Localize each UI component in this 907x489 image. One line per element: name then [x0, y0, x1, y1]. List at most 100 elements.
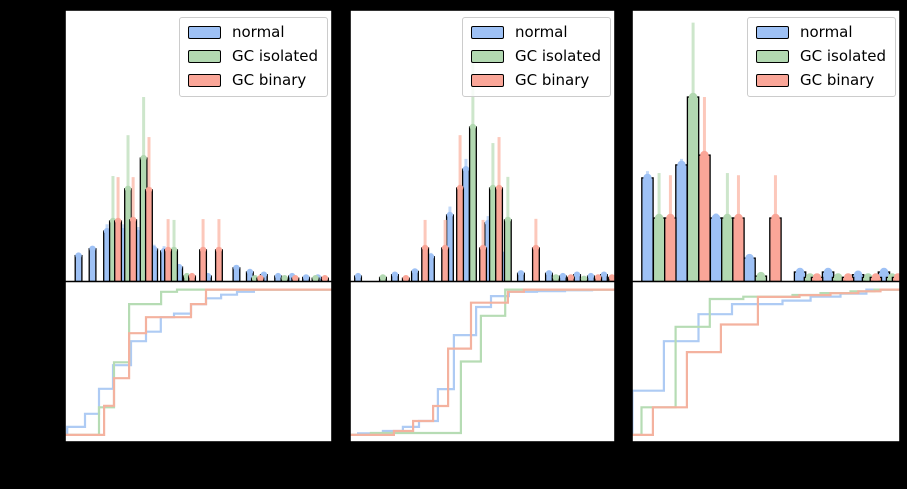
legend-label-gc-binary: GC binary: [231, 71, 307, 89]
legend-label-gc-isolated: GC isolated: [799, 47, 886, 65]
bar-cap-marker: [199, 246, 207, 254]
bar-cap-marker: [312, 275, 319, 282]
bar-cap-marker: [594, 274, 602, 281]
histogram-bars: [354, 59, 616, 282]
bar-cap-marker: [479, 244, 487, 252]
bar-GC-isolated: [652, 217, 666, 282]
axes-spines: [64, 9, 333, 443]
cdf-step-GC-binary: [631, 288, 901, 436]
bar-cap-marker: [643, 173, 652, 183]
bar-cap-marker: [421, 244, 429, 252]
bar-GC-binary: [698, 154, 711, 282]
legend: normal GC isolated GC binary: [746, 17, 896, 97]
bar-GC-binary: [129, 219, 138, 282]
bar-cap-marker: [75, 252, 82, 259]
bar-cap-marker: [145, 186, 153, 194]
legend-entry-gc-isolated: GC isolated: [187, 47, 318, 66]
legend-label-gc-isolated: GC isolated: [231, 47, 318, 65]
bar-cap-marker: [700, 150, 709, 160]
bar-cap-marker: [795, 267, 805, 277]
bar-cap-marker: [456, 184, 464, 192]
legend-swatch-gc-binary-icon: [755, 74, 789, 87]
bar-cap-marker: [833, 273, 843, 282]
bar-GC-binary: [144, 189, 153, 282]
bar-cap-marker: [654, 213, 664, 223]
bar-GC-binary: [531, 247, 540, 282]
bar-GC-binary: [114, 220, 123, 282]
bar-GC-binary: [214, 249, 223, 282]
bar-cap-marker: [441, 244, 449, 252]
bar-cap-marker: [573, 271, 581, 278]
bar-cap-marker: [745, 253, 754, 263]
bar-normal: [641, 177, 654, 282]
bar-cap-marker: [354, 272, 362, 280]
legend-label-normal: normal: [514, 23, 568, 41]
bar-GC-binary: [441, 247, 450, 282]
panel-left: normal GC isolated GC binary: [64, 9, 333, 443]
legend-swatch-gc-binary-icon: [470, 74, 504, 87]
bar-normal: [709, 217, 723, 282]
bar-cap-marker: [843, 273, 853, 282]
axes-spines: [631, 9, 901, 443]
cdf-curves: [64, 288, 333, 436]
bar-GC-binary: [732, 217, 745, 282]
bar-cap-marker: [215, 246, 223, 254]
bar-cap-marker: [723, 213, 732, 223]
legend-swatch-gc-binary-icon: [187, 74, 221, 87]
legend-entry-normal: normal: [187, 23, 318, 42]
bar-cap-marker: [495, 184, 503, 192]
bar-cap-marker: [274, 272, 282, 280]
legend-swatch-gc-isolated-icon: [755, 50, 789, 63]
bar-cap-marker: [545, 270, 553, 277]
cdf-step-normal: [349, 288, 616, 436]
bar-cap-marker: [666, 213, 675, 223]
bar-GC-isolated: [686, 96, 700, 282]
bar-GC-binary: [456, 187, 465, 282]
legend-swatch-gc-isolated-icon: [187, 50, 221, 63]
bar-cap-marker: [391, 271, 399, 278]
bar-cap-marker: [411, 268, 419, 275]
legend-label-normal: normal: [799, 23, 853, 41]
legend-entry-gc-isolated: GC isolated: [755, 47, 886, 66]
bar-GC-binary: [199, 249, 208, 282]
cdf-step-GC-binary: [349, 288, 616, 436]
bar-cap-marker: [756, 271, 766, 281]
bar-cap-marker: [233, 264, 240, 272]
bar-cap-marker: [302, 274, 310, 281]
bar-cap-marker: [711, 213, 721, 223]
legend-label-normal: normal: [231, 23, 285, 41]
legend-entry-gc-binary: GC binary: [187, 71, 318, 90]
bar-cap-marker: [504, 216, 512, 224]
bar-cap-marker: [559, 272, 567, 280]
bar-cap-marker: [321, 275, 329, 282]
bar-GC-binary: [164, 249, 173, 282]
bar-cap-marker: [427, 253, 435, 260]
bar-cap-marker: [853, 270, 863, 279]
bar-cap-marker: [170, 246, 178, 254]
bar-cap-marker: [688, 92, 698, 102]
legend-swatch-gc-isolated-icon: [470, 50, 504, 63]
bar-GC-isolated: [468, 126, 477, 282]
bar-cap-marker: [446, 211, 454, 219]
bar-cap-marker: [879, 267, 889, 277]
panel-right: normal GC isolated GC binary: [631, 9, 901, 443]
legend-entry-normal: normal: [755, 23, 886, 42]
bar-cap-marker: [164, 246, 172, 254]
bar-cap-marker: [257, 275, 264, 282]
bar-cap-marker: [608, 274, 616, 281]
bar-GC-binary: [769, 217, 782, 282]
legend-entry-gc-binary: GC binary: [470, 71, 601, 90]
bar-cap-marker: [246, 268, 254, 276]
bar-cap-marker: [129, 216, 137, 224]
legend-label-gc-isolated: GC isolated: [514, 47, 601, 65]
bar-cap-marker: [292, 275, 299, 282]
bar-cap-marker: [532, 244, 540, 252]
legend-entry-gc-binary: GC binary: [755, 71, 886, 90]
bar-cap-marker: [580, 275, 588, 282]
cdf-step-normal: [64, 288, 333, 436]
bar-cap-marker: [771, 213, 780, 223]
bar-cap-marker: [89, 245, 96, 252]
legend-entry-normal: normal: [470, 23, 601, 42]
panel-center: normal GC isolated GC binary: [349, 9, 616, 443]
bar-cap-marker: [140, 154, 147, 162]
